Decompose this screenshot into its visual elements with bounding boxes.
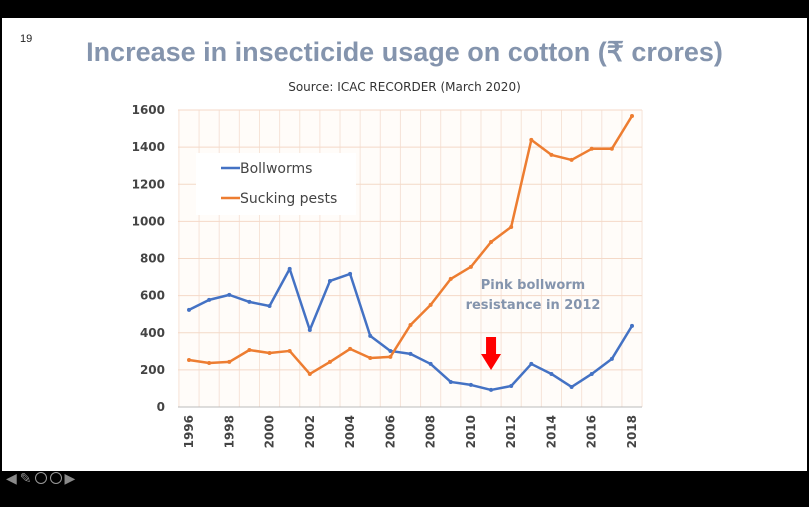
data-point — [569, 157, 574, 162]
arrow-head — [481, 354, 502, 370]
data-point — [368, 333, 373, 338]
x-tick-label: 2018 — [625, 415, 639, 448]
data-point — [307, 327, 312, 332]
legend-label-bollworms: Bollworms — [240, 161, 312, 177]
data-point — [529, 137, 534, 142]
slideshow-nav: ◀ ✎ ▶ — [6, 471, 75, 485]
data-point — [448, 379, 453, 384]
data-point — [630, 113, 634, 118]
y-tick-label: 1000 — [132, 214, 165, 228]
data-point — [388, 354, 393, 359]
legend-label-sucking-pests: Sucking pests — [240, 191, 337, 207]
x-tick-label: 2006 — [383, 415, 397, 448]
data-point — [368, 355, 373, 360]
data-point — [408, 351, 413, 356]
data-point — [227, 359, 232, 364]
x-tick-label: 1998 — [222, 415, 236, 448]
data-point — [609, 146, 614, 151]
data-point — [267, 304, 272, 309]
data-point — [569, 384, 574, 389]
data-point — [489, 239, 494, 244]
y-tick-label: 0 — [157, 400, 165, 414]
x-tick-label: 2010 — [464, 415, 478, 448]
more-icon[interactable] — [49, 472, 62, 484]
data-point — [187, 358, 191, 363]
x-tick-label: 2004 — [343, 415, 357, 448]
data-point — [207, 297, 212, 302]
slide-number: 19 — [20, 33, 33, 45]
annotation-line1: Pink bollworm — [481, 278, 585, 293]
slide-title: Increase in insecticide usage on cotton … — [86, 37, 723, 67]
pen-icon[interactable]: ✎ — [19, 470, 32, 486]
x-tick-label: 2016 — [585, 415, 599, 448]
data-point — [348, 346, 353, 351]
data-point — [388, 348, 393, 353]
data-point — [327, 359, 332, 364]
data-point — [509, 384, 514, 389]
y-tick-label: 400 — [140, 326, 165, 340]
data-point — [589, 371, 594, 376]
data-point — [489, 387, 494, 392]
data-point — [589, 146, 594, 151]
legend: Bollworms Sucking pests — [196, 153, 356, 215]
y-tick-label: 1600 — [132, 103, 165, 117]
data-point — [468, 382, 473, 387]
data-point — [428, 302, 433, 307]
data-point — [348, 271, 353, 276]
arrow-shaft — [486, 337, 497, 355]
data-point — [307, 371, 312, 376]
x-tick-label: 1996 — [182, 415, 196, 448]
data-point — [287, 266, 292, 271]
annotation-line2: resistance in 2012 — [466, 298, 601, 313]
data-point — [549, 371, 554, 376]
data-point — [549, 152, 554, 157]
arrow-left-icon[interactable]: ◀ — [6, 470, 17, 486]
data-point — [468, 264, 473, 269]
data-point — [227, 292, 232, 297]
x-tick-label: 2008 — [424, 415, 438, 448]
data-point — [267, 350, 272, 355]
y-tick-label: 200 — [140, 363, 165, 377]
data-point — [247, 299, 252, 304]
x-tick-label: 2012 — [504, 415, 518, 448]
data-point — [529, 361, 534, 366]
x-tick-label: 2014 — [544, 415, 558, 448]
data-point — [509, 224, 514, 229]
y-tick-label: 1400 — [132, 140, 165, 154]
x-tick-label: 2000 — [263, 415, 277, 448]
data-point — [408, 322, 413, 327]
data-point — [327, 278, 332, 283]
data-point — [287, 348, 292, 353]
arrow-right-icon[interactable]: ▶ — [64, 470, 76, 486]
data-point — [448, 276, 453, 281]
data-point — [428, 361, 433, 366]
slides-icon[interactable] — [34, 472, 47, 484]
data-point — [207, 361, 212, 366]
source-note: Source: ICAC RECORDER (March 2020) — [288, 80, 521, 94]
y-tick-label: 800 — [140, 252, 165, 266]
data-point — [247, 348, 252, 353]
x-tick-label: 2002 — [303, 415, 317, 448]
red-arrow-icon — [481, 337, 502, 370]
y-tick-label: 1200 — [132, 177, 165, 191]
y-tick-label: 600 — [140, 289, 165, 303]
data-point — [630, 323, 634, 328]
data-point — [609, 356, 614, 361]
data-point — [187, 307, 191, 312]
